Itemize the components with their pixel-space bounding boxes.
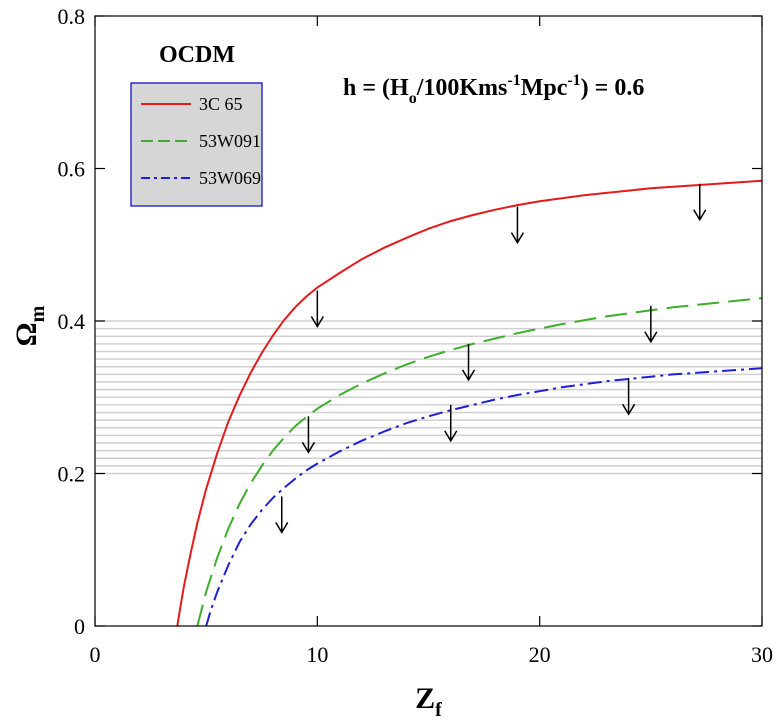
x-tick-label: 10	[306, 642, 328, 667]
upper-limit-arrow	[310, 290, 324, 328]
y-tick-label: 0.2	[58, 462, 86, 487]
legend-item: 53W069	[141, 168, 261, 188]
upper-limit-arrow	[301, 416, 316, 454]
x-tick-label: 20	[529, 642, 551, 667]
y-axis-label: Ωm	[10, 305, 49, 346]
hubble-constant-annotation: h = (Ho/100Kms-1Mpc-1) = 0.6	[343, 72, 644, 107]
shaded-band	[95, 320, 762, 475]
upper-limit-arrow	[644, 305, 658, 344]
legend: OCDM 3C 65 53W091 53W069	[130, 42, 263, 207]
upper-limit-arrow	[510, 206, 525, 245]
series-line-53w069	[205, 367, 763, 627]
upper-limit-arrow	[461, 343, 476, 382]
upper-limit-arrow	[621, 378, 636, 416]
upper-limit-arrow	[693, 183, 707, 222]
y-tick-label: 0.6	[58, 157, 86, 182]
legend-label: 3C 65	[199, 94, 243, 114]
x-axis-label: Zf	[415, 682, 442, 721]
upper-limit-arrow	[275, 496, 289, 534]
y-tick-label: 0.4	[58, 309, 86, 334]
series-layer	[176, 179, 763, 627]
legend-label: 53W069	[199, 168, 261, 188]
axis-ticks: 0 10 20 30 0 0.2 0.4 0.6 0.8	[58, 4, 774, 667]
x-tick-label: 30	[751, 642, 773, 667]
legend-title: OCDM	[159, 42, 235, 68]
x-tick-label: 0	[90, 642, 101, 667]
upper-limit-arrow	[444, 404, 458, 443]
arrow-layer	[275, 183, 707, 534]
y-tick-label: 0	[74, 614, 85, 639]
series-line-3c-65	[176, 179, 763, 627]
y-tick-label: 0.8	[58, 4, 86, 29]
legend-item: 53W091	[141, 131, 261, 151]
legend-item: 3C 65	[141, 94, 243, 114]
series-line-53w091	[196, 297, 763, 627]
legend-label: 53W091	[199, 131, 261, 151]
